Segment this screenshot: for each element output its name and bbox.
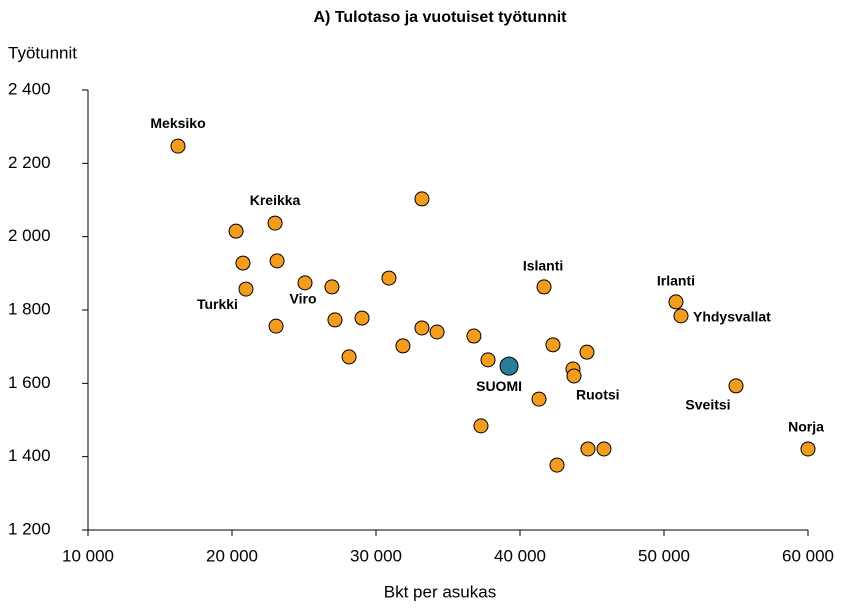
x-tick-label: 60 000: [782, 546, 834, 565]
y-axis-label: Työtunnit: [8, 43, 77, 62]
y-tick-label: 2 400: [8, 79, 51, 98]
point: [499, 356, 519, 376]
point: [269, 253, 285, 269]
point: [235, 255, 251, 271]
point-label: Ruotsi: [576, 387, 620, 403]
x-tick-label: 10 000: [62, 546, 114, 565]
point: [324, 279, 340, 295]
point: [545, 337, 561, 353]
point: [566, 368, 582, 384]
point: [341, 349, 357, 365]
y-tick-label: 1 200: [8, 519, 51, 538]
point: [228, 223, 244, 239]
point: [579, 344, 595, 360]
point: [414, 191, 430, 207]
point: [728, 378, 744, 394]
point: [354, 310, 370, 326]
point: [429, 324, 445, 340]
point: [800, 441, 816, 457]
point: [238, 281, 254, 297]
y-tick-label: 1 600: [8, 373, 51, 392]
y-tick-label: 2 200: [8, 153, 51, 172]
point: [327, 312, 343, 328]
y-tick-label: 2 000: [8, 226, 51, 245]
point: [673, 308, 689, 324]
point-label: SUOMI: [476, 378, 522, 394]
x-tick-label: 30 000: [350, 546, 402, 565]
point: [473, 418, 489, 434]
point-label: Irlanti: [657, 273, 695, 289]
point-label: Islanti: [523, 258, 563, 274]
point: [414, 320, 430, 336]
point: [580, 441, 596, 457]
point-label: Kreikka: [250, 192, 301, 208]
point-label: Turkki: [197, 296, 238, 312]
point-label: Norja: [788, 419, 824, 435]
point: [531, 391, 547, 407]
x-tick-label: 20 000: [206, 546, 258, 565]
point-label: Meksiko: [150, 115, 205, 131]
point: [268, 318, 284, 334]
x-tick-label: 50 000: [638, 546, 690, 565]
point: [668, 294, 684, 310]
point: [466, 328, 482, 344]
point: [480, 352, 496, 368]
x-axis-label: Bkt per asukas: [384, 582, 496, 601]
y-tick-label: 1 400: [8, 446, 51, 465]
point-label: Viro: [290, 291, 317, 307]
point: [267, 215, 283, 231]
point: [170, 138, 186, 154]
point: [596, 441, 612, 457]
point: [549, 457, 565, 473]
point: [297, 275, 313, 291]
point-label: Yhdysvallat: [693, 309, 771, 325]
x-tick-label: 40 000: [494, 546, 546, 565]
point: [395, 338, 411, 354]
point: [381, 270, 397, 286]
point: [536, 279, 552, 295]
point-label: Sveitsi: [685, 397, 730, 413]
y-tick-label: 1 800: [8, 299, 51, 318]
chart-title: A) Tulotaso ja vuotuiset työtunnit: [313, 9, 567, 26]
